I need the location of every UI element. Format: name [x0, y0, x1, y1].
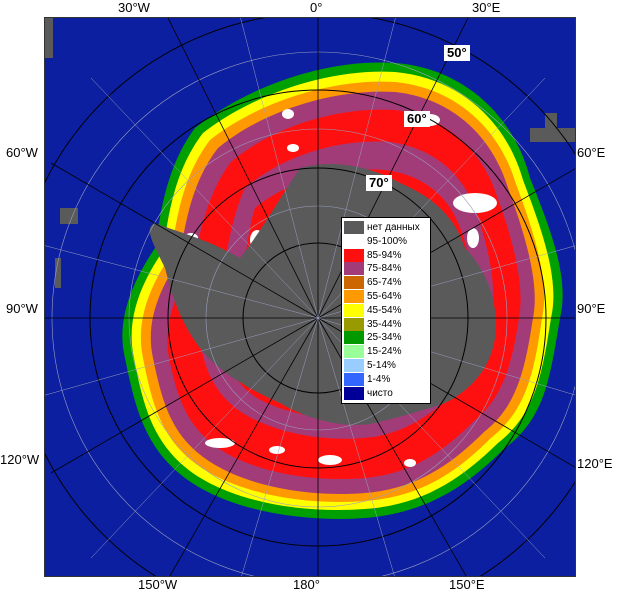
- legend-swatch: [344, 331, 364, 345]
- legend-label: нет данных: [367, 222, 420, 233]
- lon-label-left-120w: 120°W: [0, 452, 40, 467]
- lon-label-bottom-150e: 150°E: [449, 577, 485, 592]
- legend-swatch: [344, 221, 364, 234]
- legend-item: 5-14%: [344, 359, 428, 372]
- legend-swatch: [344, 303, 364, 317]
- legend-item: 15-24%: [344, 345, 428, 359]
- legend-swatch: [344, 248, 364, 262]
- legend-item: 35-44%: [344, 317, 428, 331]
- legend-item: 95-100%: [344, 234, 428, 248]
- lon-label-bottom-180: 180°: [293, 577, 320, 592]
- legend-swatch: [344, 234, 364, 248]
- legend-label: 75-84%: [367, 263, 402, 275]
- legend-label: 25-34%: [367, 332, 402, 344]
- legend-label: 5-14%: [367, 360, 396, 371]
- sea-ice-map: [45, 18, 575, 576]
- lon-label-top-30w: 30°W: [118, 0, 150, 15]
- legend-label: 95-100%: [367, 235, 408, 247]
- legend-label: 35-44%: [367, 318, 402, 330]
- legend-swatch: [344, 372, 364, 386]
- lon-label-right-60e: 60°E: [577, 145, 606, 160]
- legend-item: нет данных: [344, 221, 428, 234]
- meridian-lines-fine: [45, 18, 575, 576]
- legend-label: 15-24%: [367, 346, 402, 358]
- lat-label-60: 60°: [404, 111, 430, 127]
- legend-label: 55-64%: [367, 291, 402, 302]
- legend-swatch: [344, 262, 364, 276]
- lat-label-70: 70°: [366, 175, 392, 191]
- legend-item: 1-4%: [344, 372, 428, 386]
- lon-label-right-120e: 120°E: [577, 456, 613, 471]
- legend-swatch: [344, 317, 364, 331]
- legend-item: чисто: [344, 386, 428, 400]
- lon-label-top-30e: 30°E: [472, 0, 501, 15]
- no-data-strips: [45, 18, 575, 288]
- legend-item: 85-94%: [344, 248, 428, 262]
- lon-label-top-0: 0°: [310, 0, 323, 15]
- lat-label-50: 50°: [444, 45, 470, 61]
- legend-item: 65-74%: [344, 276, 428, 290]
- legend-label: чисто: [367, 387, 393, 399]
- legend-swatch: [344, 386, 364, 400]
- legend-item: 45-54%: [344, 303, 428, 317]
- legend-item: 55-64%: [344, 290, 428, 303]
- lon-label-left-60w: 60°W: [6, 145, 38, 160]
- legend: нет данных 95-100% 85-94% 75-84% 65-74% 55-64…: [341, 217, 431, 404]
- legend-swatch: [344, 345, 364, 359]
- lon-label-right-90e: 90°E: [577, 301, 606, 316]
- lon-label-left-90w: 90°W: [6, 301, 38, 316]
- legend-swatch: [344, 290, 364, 303]
- legend-item: 75-84%: [344, 262, 428, 276]
- legend-swatch: [344, 359, 364, 372]
- legend-label: 65-74%: [367, 277, 402, 289]
- map-frame: [44, 17, 576, 577]
- legend-label: 1-4%: [367, 373, 391, 385]
- legend-label: 85-94%: [367, 249, 402, 261]
- legend-item: 25-34%: [344, 331, 428, 345]
- lon-label-bottom-150w: 150°W: [138, 577, 178, 592]
- legend-label: 45-54%: [367, 304, 402, 316]
- legend-swatch: [344, 276, 364, 290]
